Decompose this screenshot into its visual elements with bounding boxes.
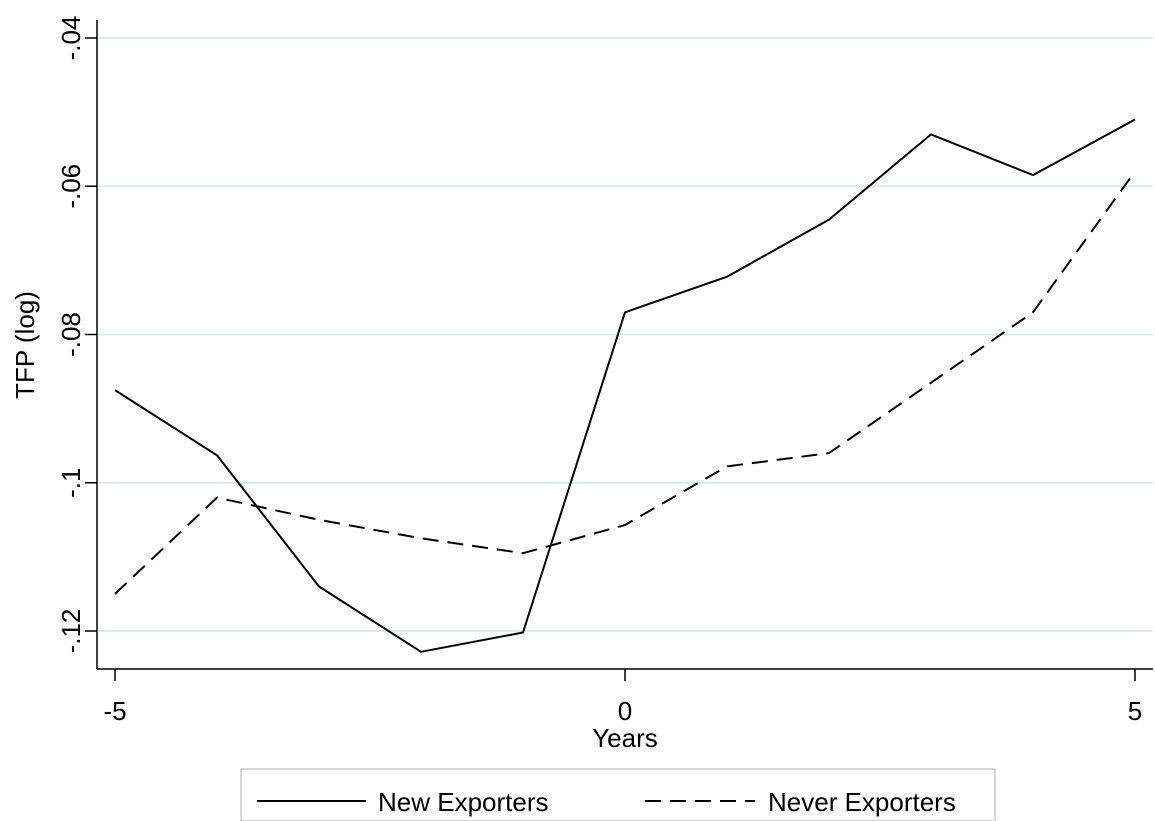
legend-label-new-exporters: New Exporters: [378, 787, 549, 817]
legend-label-never-exporters: Never Exporters: [768, 787, 956, 817]
x-tick-label: -5: [103, 696, 126, 726]
gridlines: [97, 37, 1153, 632]
series-line-new-exporters: [114, 118, 1136, 653]
x-axis-title: Years: [592, 723, 658, 753]
y-tick-label: -.06: [56, 164, 86, 209]
y-axis-ticks: -.12 -.1 -.08 -.06 -.04: [56, 16, 97, 654]
legend-box: [240, 768, 996, 821]
y-tick-label: -.04: [56, 16, 86, 61]
y-axis-title: TFP (log): [10, 291, 40, 399]
series-layer: [114, 118, 1136, 653]
y-tick-label: -.1: [56, 468, 86, 498]
x-tick-label: 0: [618, 696, 632, 726]
y-tick-label: -.08: [56, 312, 86, 357]
legend: New Exporters Never Exporters: [240, 768, 996, 821]
series-line-never-exporters: [114, 170, 1136, 595]
x-tick-label: 5: [1128, 696, 1142, 726]
y-tick-label: -.12: [56, 609, 86, 654]
x-axis-ticks: -5 0 5: [103, 669, 1142, 726]
